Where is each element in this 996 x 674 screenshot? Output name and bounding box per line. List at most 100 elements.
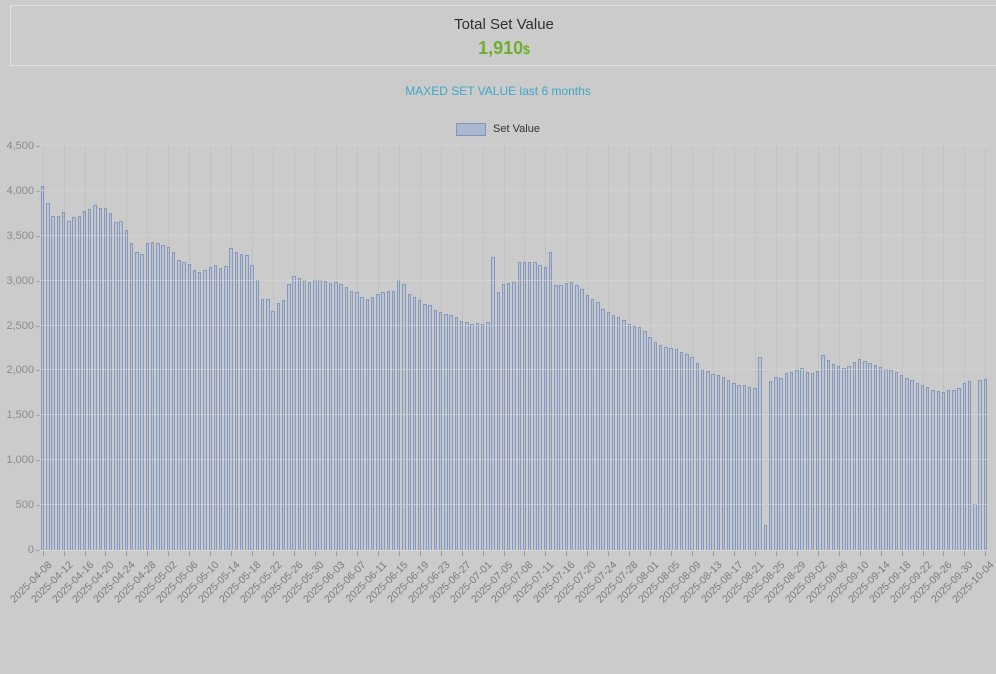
bar[interactable] [475, 323, 480, 550]
bar[interactable] [533, 261, 537, 550]
bar[interactable] [103, 207, 108, 550]
bar[interactable] [632, 325, 637, 550]
bar[interactable] [575, 284, 579, 550]
bar[interactable] [967, 381, 972, 550]
bar[interactable] [957, 388, 961, 550]
bar[interactable] [213, 264, 218, 550]
bar[interactable] [470, 323, 474, 550]
bar[interactable] [554, 285, 558, 550]
bar[interactable] [297, 277, 301, 550]
bar[interactable] [129, 243, 134, 550]
bar[interactable] [480, 323, 485, 550]
bar[interactable] [507, 282, 511, 550]
bar[interactable] [983, 378, 988, 550]
bar[interactable] [789, 371, 794, 550]
bar[interactable] [716, 375, 720, 550]
bar[interactable] [564, 283, 569, 550]
bar[interactable] [412, 297, 417, 550]
bar[interactable] [915, 383, 919, 550]
bar[interactable] [239, 254, 244, 550]
bar[interactable] [161, 245, 165, 550]
bar[interactable] [334, 282, 338, 550]
bar[interactable] [433, 310, 438, 550]
bar[interactable] [323, 281, 328, 550]
bar[interactable] [245, 255, 249, 550]
bar[interactable] [695, 363, 700, 550]
bar[interactable] [381, 291, 385, 550]
bar[interactable] [899, 374, 904, 550]
bar[interactable] [784, 372, 789, 550]
bar[interactable] [905, 377, 909, 550]
bar[interactable] [349, 290, 354, 550]
bar[interactable] [590, 298, 595, 550]
bar[interactable] [952, 390, 956, 550]
bar[interactable] [837, 365, 841, 550]
bar[interactable] [46, 202, 50, 550]
bar[interactable] [522, 261, 527, 550]
bar[interactable] [82, 210, 87, 550]
bar[interactable] [182, 261, 186, 550]
bar[interactable] [747, 387, 752, 550]
bar[interactable] [863, 361, 867, 550]
bar[interactable] [496, 291, 500, 550]
bar[interactable] [548, 251, 553, 550]
bar[interactable] [344, 286, 349, 550]
bar[interactable] [690, 356, 694, 550]
bar[interactable] [936, 391, 940, 550]
bar[interactable] [831, 363, 836, 550]
bar[interactable] [328, 282, 333, 550]
bar[interactable] [56, 215, 61, 550]
bar[interactable] [826, 359, 830, 550]
bar[interactable] [627, 323, 631, 550]
bar[interactable] [805, 371, 810, 550]
bar[interactable] [538, 264, 542, 550]
bar[interactable] [727, 380, 731, 550]
bar[interactable] [292, 276, 296, 550]
bar[interactable] [664, 347, 668, 550]
bar[interactable] [527, 261, 532, 550]
bar[interactable] [171, 251, 176, 550]
bar[interactable] [601, 308, 605, 550]
bar[interactable] [386, 290, 391, 550]
bar[interactable] [962, 382, 967, 550]
bar[interactable] [910, 380, 914, 550]
bar[interactable] [596, 302, 600, 550]
bar[interactable] [88, 209, 92, 550]
bar[interactable] [203, 270, 207, 550]
bar[interactable] [234, 251, 239, 550]
bar[interactable] [512, 282, 516, 550]
bar[interactable] [758, 356, 762, 550]
bar[interactable] [365, 298, 370, 550]
bar[interactable] [271, 311, 275, 550]
bar[interactable] [617, 317, 621, 550]
bar[interactable] [685, 354, 689, 550]
bar[interactable] [679, 351, 684, 550]
bar[interactable] [559, 284, 563, 550]
bar[interactable] [465, 321, 469, 550]
bar[interactable] [742, 385, 747, 550]
bar[interactable] [135, 251, 139, 550]
bar[interactable] [763, 524, 768, 550]
bar[interactable] [156, 242, 160, 550]
bar[interactable] [973, 504, 977, 550]
bar[interactable] [622, 320, 626, 550]
bar[interactable] [276, 303, 281, 550]
bar[interactable] [177, 260, 181, 550]
bar[interactable] [72, 217, 76, 550]
bar[interactable] [543, 267, 548, 550]
bar[interactable] [857, 358, 862, 550]
bar[interactable] [402, 283, 406, 550]
bar[interactable] [418, 300, 422, 550]
bar[interactable] [821, 355, 825, 550]
bar[interactable] [800, 367, 804, 550]
bar[interactable] [585, 295, 590, 550]
bar[interactable] [658, 345, 663, 550]
bar[interactable] [868, 363, 872, 550]
bar[interactable] [768, 381, 773, 550]
bar[interactable] [166, 247, 171, 550]
bar[interactable] [77, 216, 81, 550]
bar[interactable] [250, 265, 254, 550]
bar[interactable] [486, 321, 490, 550]
bar[interactable] [889, 370, 893, 550]
bar[interactable] [732, 383, 736, 550]
